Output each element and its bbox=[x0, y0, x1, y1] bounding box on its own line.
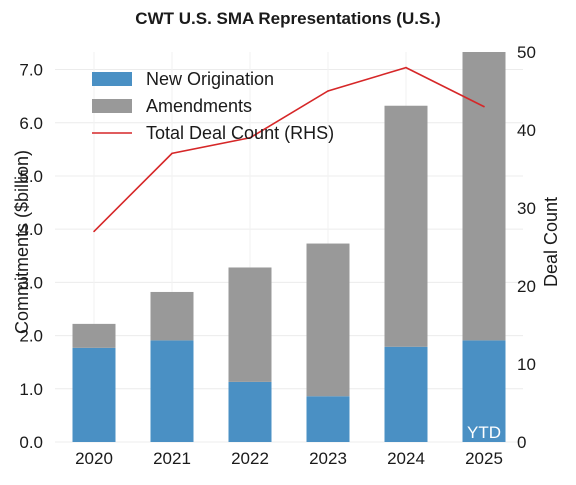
legend-label-new-origination: New Origination bbox=[146, 69, 274, 89]
bar-new-origination-2025 bbox=[462, 340, 506, 442]
bar-new-origination-2020 bbox=[72, 347, 116, 442]
right-tick-label-0: 0 bbox=[517, 433, 526, 452]
line-series bbox=[93, 66, 485, 233]
left-tick-label-2: 2.0 bbox=[19, 327, 43, 346]
bar-new-origination-2024 bbox=[384, 346, 428, 442]
bar-amendments-2024 bbox=[384, 105, 428, 347]
left-axis-label: Commitments ($billion) bbox=[12, 150, 32, 334]
right-tick-label-1: 10 bbox=[517, 355, 536, 374]
right-tick-label-4: 40 bbox=[517, 121, 536, 140]
x-tick-label-2022: 2022 bbox=[231, 449, 269, 468]
deal-count-point-2024 bbox=[405, 66, 407, 69]
deal-count-point-2023 bbox=[327, 90, 329, 92]
left-tick-label-7: 7.0 bbox=[19, 61, 43, 80]
bars bbox=[72, 52, 506, 442]
right-axis-label: Deal Count bbox=[541, 197, 561, 287]
left-tick-label-4: 4.0 bbox=[19, 220, 43, 239]
left-tick-label-5: 5.0 bbox=[19, 167, 43, 186]
legend-label-total-deal-count-rhs-: Total Deal Count (RHS) bbox=[146, 123, 334, 143]
x-tick-label-2021: 2021 bbox=[153, 449, 191, 468]
deal-count-line bbox=[93, 66, 485, 232]
chart-title: CWT U.S. SMA Representations (U.S.) bbox=[135, 9, 440, 28]
bar-amendments-2022 bbox=[228, 267, 272, 382]
bar-new-origination-2023 bbox=[306, 396, 350, 442]
right-axis-ticks: 0 10 20 30 40 50 bbox=[517, 43, 536, 452]
bar-amendments-2020 bbox=[72, 323, 116, 348]
bar-new-origination-2021 bbox=[150, 340, 194, 442]
bar-amendments-2023 bbox=[306, 243, 350, 397]
x-tick-label-2024: 2024 bbox=[387, 449, 425, 468]
left-tick-label-0: 0.0 bbox=[19, 433, 43, 452]
right-tick-label-2: 20 bbox=[517, 277, 536, 296]
ytd-annotation: YTD bbox=[467, 423, 501, 442]
x-tick-label-2020: 2020 bbox=[75, 449, 113, 468]
left-tick-label-6: 6.0 bbox=[19, 114, 43, 133]
bar-new-origination-2022 bbox=[228, 381, 272, 442]
bar-amendments-2021 bbox=[150, 291, 194, 341]
right-tick-label-5: 50 bbox=[517, 43, 536, 62]
bar-amendments-2025 bbox=[462, 52, 506, 341]
x-tick-label-2025: 2025 bbox=[465, 449, 503, 468]
deal-count-point-2022 bbox=[249, 137, 251, 139]
legend-label-amendments: Amendments bbox=[146, 96, 252, 116]
deal-count-point-2020 bbox=[93, 230, 95, 233]
legend-swatch-amendments bbox=[92, 99, 132, 113]
right-tick-label-3: 30 bbox=[517, 199, 536, 218]
legend: New Origination Amendments Total Deal Coun… bbox=[92, 69, 334, 143]
left-axis-ticks: 0.0 1.0 2.0 3.0 4.0 5.0 6.0 7.0 bbox=[19, 61, 43, 452]
deal-count-point-2021 bbox=[171, 152, 173, 155]
left-tick-label-1: 1.0 bbox=[19, 380, 43, 399]
left-tick-label-3: 3.0 bbox=[19, 273, 43, 292]
x-tick-label-2023: 2023 bbox=[309, 449, 347, 468]
deal-count-point-2025 bbox=[483, 105, 485, 108]
x-axis-ticks: 2020 2021 2022 2023 2024 2025 bbox=[75, 449, 503, 468]
legend-swatch-new-origination bbox=[92, 72, 132, 86]
